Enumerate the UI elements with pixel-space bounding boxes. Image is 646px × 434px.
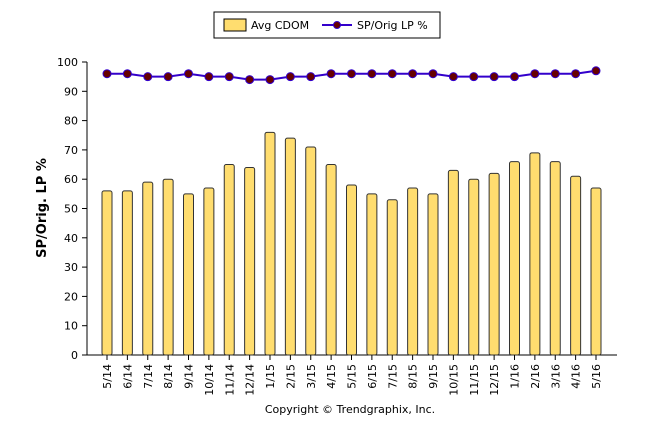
line-point [326, 69, 336, 79]
bar [183, 193, 194, 356]
line-point [347, 69, 356, 79]
bar [488, 172, 500, 356]
bar [468, 178, 480, 356]
line-point [489, 72, 499, 82]
bar [223, 164, 235, 356]
bar [509, 161, 520, 356]
x-tick-label: 5/14 [101, 364, 114, 389]
line-point [530, 69, 540, 79]
x-tick-label: 7/14 [142, 364, 155, 389]
x-tick-label: 8/15 [407, 364, 420, 389]
line-point [224, 72, 234, 82]
bar [203, 187, 215, 356]
x-tick-label: 10/14 [203, 364, 216, 396]
x-tick-label: 5/15 [346, 364, 359, 389]
x-tick-label: 4/16 [570, 364, 583, 389]
y-tick-label: 50 [64, 203, 78, 216]
line-point [143, 72, 153, 82]
y-tick-label: 30 [64, 261, 78, 274]
bar [284, 137, 296, 356]
line-point [367, 69, 377, 79]
x-tick-label: 7/15 [386, 364, 399, 389]
y-tick-label: 60 [64, 173, 78, 186]
line-point [591, 66, 601, 76]
bar [386, 199, 398, 356]
x-tick-label: 1/16 [509, 364, 522, 389]
bar [427, 193, 439, 356]
x-tick-label: 8/14 [162, 364, 175, 389]
bar [101, 190, 113, 356]
x-tick-label: 11/15 [468, 364, 481, 396]
x-tick-label: 12/15 [488, 364, 501, 396]
x-tick-label: 1/15 [264, 364, 277, 389]
y-tick-label: 90 [64, 85, 78, 98]
x-tick-label: 11/14 [223, 364, 236, 396]
x-tick-label: 3/15 [305, 364, 318, 389]
line-point [469, 72, 479, 82]
y-tick-label: 20 [64, 290, 78, 303]
bar [121, 190, 133, 356]
bar [162, 178, 174, 356]
line-point [204, 72, 214, 82]
x-tick-label: 6/14 [121, 364, 134, 389]
y-tick-label: 0 [71, 349, 78, 362]
line-point [448, 72, 458, 82]
line-point [428, 69, 438, 79]
line-point [285, 72, 295, 82]
bar [244, 166, 256, 356]
x-tick-label: 12/14 [244, 364, 257, 396]
bar [570, 175, 582, 356]
legend-bar-swatch [223, 18, 247, 32]
x-tick-label: 6/15 [366, 364, 379, 389]
x-tick-label: 4/15 [325, 364, 338, 389]
legend-label-splp: SP/Orig LP % [357, 19, 428, 32]
x-tick-label: 5/16 [590, 364, 603, 389]
bar [346, 184, 357, 356]
line-point [550, 69, 560, 79]
bar [407, 187, 419, 356]
x-tick-label: 3/16 [549, 364, 562, 389]
x-tick-label: 10/15 [447, 364, 460, 396]
line-point [306, 72, 316, 82]
legend-label-cdom: Avg CDOM [251, 19, 309, 32]
line-point [163, 72, 173, 82]
y-tick-label: 100 [57, 56, 78, 69]
bar [325, 164, 337, 356]
line-point [102, 69, 112, 79]
line-point [184, 69, 193, 79]
x-tick-label: 2/16 [529, 364, 542, 389]
bar [590, 187, 602, 356]
bar [529, 152, 541, 356]
bar [447, 169, 459, 356]
line-point [510, 72, 519, 82]
copyright: Copyright © Trendgraphix, Inc. [265, 403, 435, 416]
y-tick-label: 70 [64, 144, 78, 157]
line-point [265, 75, 275, 85]
line-point [571, 69, 581, 79]
y-tick-label: 40 [64, 232, 78, 245]
y-tick-label: 10 [64, 320, 78, 333]
line-point [245, 75, 255, 85]
bar [549, 161, 561, 356]
y-tick-label: 80 [64, 115, 78, 128]
line-point [408, 69, 418, 79]
line-point [122, 69, 132, 79]
bar [264, 131, 276, 356]
legend: Avg CDOM SP/Orig LP % [213, 11, 441, 39]
bar [366, 193, 378, 356]
bar [142, 181, 154, 356]
x-tick-label: 9/15 [427, 364, 440, 389]
y-axis-label: SP/Orig. LP % [35, 158, 50, 258]
x-tick-label: 2/15 [284, 364, 297, 389]
bar [305, 146, 317, 356]
line-point [387, 69, 397, 79]
x-tick-label: 9/14 [183, 364, 196, 389]
legend-marker [333, 21, 341, 29]
